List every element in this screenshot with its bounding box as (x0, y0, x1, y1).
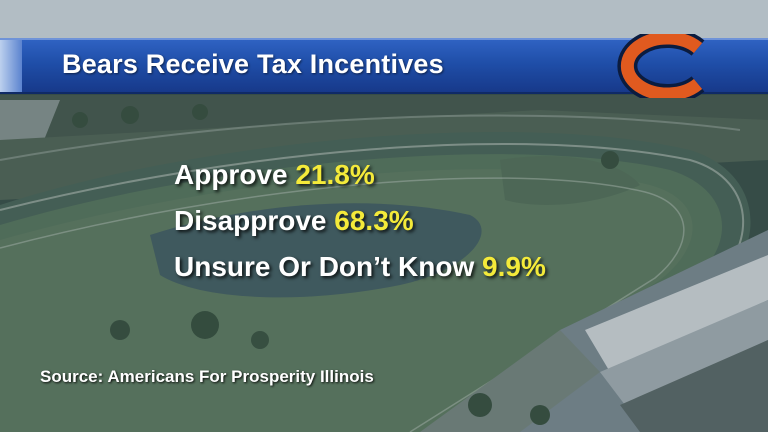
source-credit: Source: Americans For Prosperity Illinoi… (40, 367, 374, 386)
poll-value: 21.8% (295, 159, 375, 190)
poll-label: Approve (174, 159, 288, 190)
poll-row-unsure: Unsure Or Don’t Know 9.9% (174, 244, 546, 290)
headline-title: Bears Receive Tax Incentives (62, 49, 444, 79)
bears-c-logo-icon (617, 34, 705, 98)
poll-label: Disapprove (174, 205, 327, 236)
poll-row-approve: Approve 21.8% (174, 152, 546, 198)
poll-value: 9.9% (482, 251, 546, 282)
poll-value: 68.3% (334, 205, 414, 236)
poll-row-disapprove: Disapprove 68.3% (174, 198, 546, 244)
poll-label: Unsure Or Don’t Know (174, 251, 475, 282)
poll-results: Approve 21.8% Disapprove 68.3% Unsure Or… (174, 152, 546, 290)
